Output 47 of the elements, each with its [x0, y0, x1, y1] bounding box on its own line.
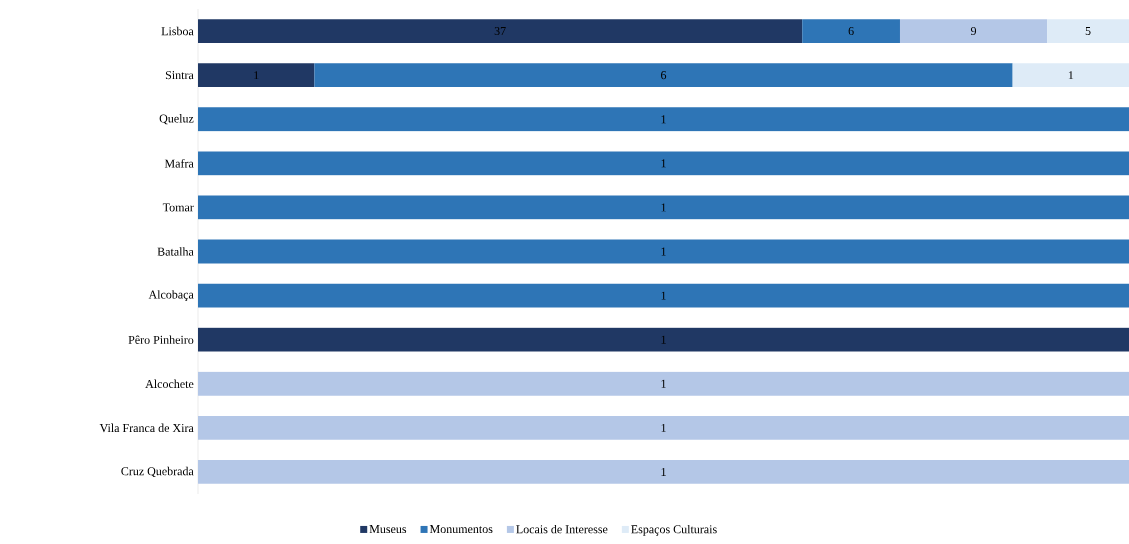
- annotation: 1: [661, 423, 666, 432]
- y-tick-label: Batalha: [157, 247, 194, 256]
- y-tick-label: Vila Franca de Xira: [99, 423, 194, 433]
- bar: [198, 19, 803, 43]
- annotation: 5: [1085, 27, 1091, 36]
- annotation: 6: [848, 27, 854, 36]
- y-tick-label: Alcobaça: [148, 290, 194, 302]
- y-tick-label: Pêro Pinheiro: [128, 335, 194, 344]
- bar: [198, 239, 1129, 264]
- annotation: 9: [970, 27, 977, 36]
- y-tick-label: Mafra: [164, 159, 194, 168]
- bar: [198, 107, 1129, 132]
- bar: [198, 283, 1129, 308]
- legend-label: Espaços Culturais: [631, 524, 717, 536]
- bar: [198, 415, 1129, 440]
- bar: [198, 151, 1129, 176]
- annotation: 1: [661, 291, 666, 300]
- bar: [198, 327, 1129, 352]
- annotation: 1: [661, 379, 666, 388]
- annotation: 1: [661, 115, 666, 124]
- y-tick-label: Sintra: [165, 71, 194, 80]
- annotation: 6: [661, 71, 667, 80]
- bar: [802, 19, 900, 43]
- y-tick-label: Alcochete: [145, 379, 194, 388]
- annotation: 1: [661, 247, 666, 256]
- y-tick-label: Queluz: [159, 114, 194, 125]
- bar: [198, 63, 315, 88]
- bar: [198, 460, 1129, 484]
- annotation: 1: [661, 203, 666, 212]
- bar: [198, 195, 1129, 220]
- annotation: 1: [1068, 71, 1074, 80]
- annotation: 1: [254, 71, 259, 80]
- y-tick-label: Tomar: [162, 203, 194, 212]
- bar: [899, 19, 1048, 43]
- legend-label: Museus: [369, 525, 407, 534]
- bar: [314, 63, 1013, 88]
- bar: [1047, 19, 1129, 43]
- annotation: 1: [661, 335, 666, 344]
- legend-label: Monumentos: [429, 525, 493, 534]
- y-tick-label: Lisboa: [161, 26, 194, 36]
- legend-label: Locais de Interesse: [516, 524, 608, 534]
- annotation: 1: [661, 159, 666, 168]
- annotation: 1: [661, 468, 666, 476]
- bar: [198, 371, 1129, 396]
- y-tick-label: Cruz Quebrada: [121, 466, 194, 478]
- bar: [1012, 63, 1129, 88]
- annotation: 37: [494, 27, 506, 36]
